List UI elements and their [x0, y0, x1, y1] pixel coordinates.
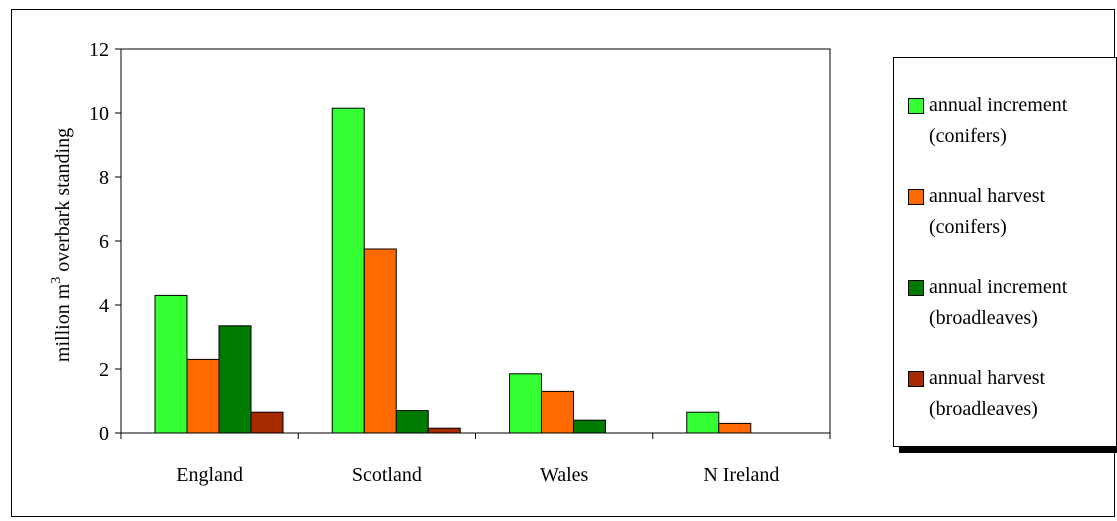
y-tick-label: 12	[89, 39, 109, 61]
bar	[186, 358, 220, 434]
x-tick-label: Scotland	[352, 464, 422, 486]
bar	[395, 410, 429, 434]
legend-label-line2: (broadleaves)	[929, 307, 1038, 329]
y-tick-label: 8	[99, 167, 109, 189]
legend-label-line2: (conifers)	[929, 125, 1007, 147]
y-tick-label: 4	[99, 295, 109, 317]
legend: annual increment (conifers) annual harve…	[893, 57, 1117, 447]
bar	[573, 419, 606, 434]
bar	[686, 411, 720, 434]
x-axis: England Scotland Wales N Ireland	[120, 432, 831, 486]
bar	[154, 294, 188, 434]
legend-label-line1: annual increment	[929, 94, 1068, 116]
bars-group	[154, 107, 752, 434]
bar	[250, 411, 284, 434]
y-axis: 0 2 4 6 8 10 12	[89, 39, 122, 445]
bar	[363, 248, 397, 434]
legend-label-line2: (broadleaves)	[929, 398, 1038, 420]
y-axis-label-suffix: overbark standing	[52, 128, 74, 277]
y-axis-label: million m3 overbark standing	[49, 128, 74, 362]
x-tick-label: England	[176, 464, 243, 486]
legend-swatch	[908, 371, 924, 387]
legend-swatch	[908, 280, 924, 296]
y-tick-label: 10	[89, 103, 109, 125]
bar	[427, 427, 461, 434]
y-tick-label: 6	[99, 231, 109, 253]
bar	[218, 325, 252, 434]
bar	[541, 390, 574, 434]
x-tick-label: Wales	[540, 464, 589, 486]
y-axis-label-superscript: 3	[49, 277, 64, 284]
legend-label-line1: annual harvest	[929, 367, 1046, 389]
y-axis-label-main: million m	[52, 283, 74, 362]
legend-swatch	[908, 189, 924, 205]
y-tick-label: 0	[99, 423, 109, 445]
legend-label-line1: annual increment	[929, 276, 1068, 298]
legend-swatch	[908, 98, 924, 114]
y-tick-label: 2	[99, 359, 109, 381]
bar	[509, 373, 542, 434]
bar	[331, 107, 365, 434]
legend-label-line1: annual harvest	[929, 185, 1046, 207]
legend-label-line2: (conifers)	[929, 216, 1007, 238]
bar	[718, 422, 752, 434]
x-tick-label: N Ireland	[703, 464, 779, 486]
